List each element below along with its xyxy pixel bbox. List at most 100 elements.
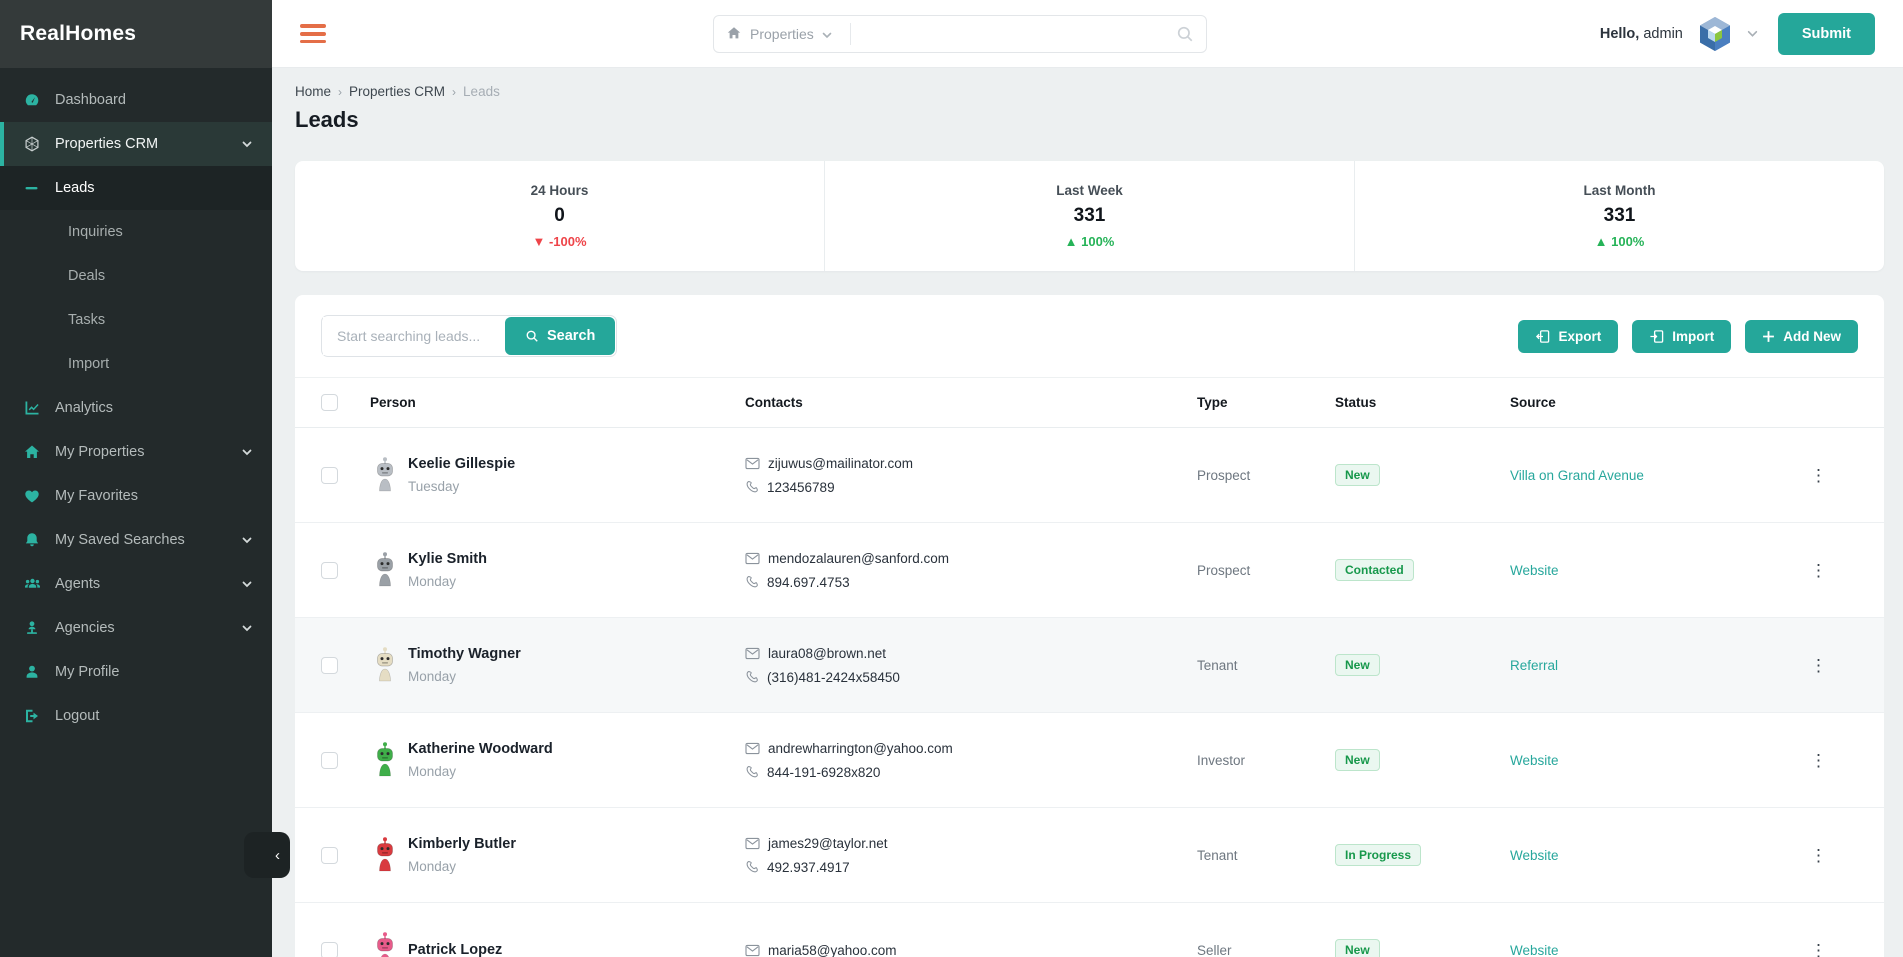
phone-value[interactable]: 844-191-6928x820	[767, 764, 881, 780]
global-search-input[interactable]	[850, 26, 1176, 42]
sidebar-item-agencies[interactable]: Agencies	[0, 606, 272, 650]
source-link[interactable]: Website	[1510, 942, 1559, 957]
status-cell: New	[1335, 654, 1510, 676]
person-cell: Timothy Wagner Monday	[408, 646, 745, 684]
row-actions-menu-icon[interactable]: ⋮	[1810, 940, 1827, 957]
row-checkbox[interactable]	[321, 656, 338, 674]
sidebar-item-my-properties[interactable]: My Properties	[0, 430, 272, 474]
stat-last-week: Last Week 331 ▲ 100%	[825, 161, 1355, 271]
search-scope-dropdown[interactable]: Properties	[726, 23, 851, 45]
status-cell: New	[1335, 464, 1510, 486]
search-scope-label: Properties	[750, 26, 814, 42]
sidebar-item-my-profile[interactable]: My Profile	[0, 650, 272, 694]
user-avatar[interactable]	[1695, 14, 1735, 54]
person-name[interactable]: Keelie Gillespie	[408, 456, 516, 472]
sidebar-item-label: Agencies	[55, 620, 115, 636]
sidebar-item-agents[interactable]: Agents	[0, 562, 272, 606]
breadcrumb-home[interactable]: Home	[295, 84, 332, 99]
sidebar-item-logout[interactable]: Logout	[0, 694, 272, 738]
phone-value[interactable]: (316)481-2424x58450	[767, 669, 900, 685]
brand-logo[interactable]: RealHomes	[0, 0, 272, 68]
person-day: Tuesday	[408, 479, 460, 494]
row-actions-menu-icon[interactable]: ⋮	[1810, 845, 1827, 865]
leads-search-button[interactable]: Search	[505, 317, 616, 355]
greeting-username: admin	[1643, 25, 1683, 42]
add-new-button[interactable]: Add New	[1745, 319, 1858, 353]
sidebar-item-my-saved-searches[interactable]: My Saved Searches	[0, 518, 272, 562]
row-actions-menu-icon[interactable]: ⋮	[1810, 465, 1827, 485]
person-cell: Keelie Gillespie Tuesday	[408, 456, 745, 494]
source-link[interactable]: Website	[1510, 847, 1559, 863]
phone-value[interactable]: 894.697.4753	[767, 574, 850, 590]
email-value[interactable]: maria58@yahoo.com	[768, 942, 897, 957]
account-chevron-down-icon[interactable]	[1747, 30, 1758, 38]
source-link[interactable]: Villa on Grand Avenue	[1510, 467, 1644, 483]
sidebar-item-label: Dashboard	[55, 92, 126, 108]
email-value[interactable]: zijuwus@mailinator.com	[768, 455, 913, 471]
plus-icon	[1763, 330, 1775, 342]
row-actions-menu-icon[interactable]: ⋮	[1810, 750, 1827, 770]
sidebar-item-label: My Favorites	[55, 488, 138, 504]
avatar	[370, 931, 408, 957]
person-name[interactable]: Katherine Woodward	[408, 741, 553, 757]
sidebar-item-my-favorites[interactable]: My Favorites	[0, 474, 272, 518]
sidebar-item-label: Inquiries	[68, 224, 123, 240]
row-actions-menu-icon[interactable]: ⋮	[1810, 560, 1827, 580]
email-value[interactable]: james29@taylor.net	[768, 835, 888, 851]
submit-button[interactable]: Submit	[1777, 12, 1875, 55]
phone-value[interactable]: 123456789	[767, 479, 835, 495]
crm-icon	[22, 135, 42, 153]
table-row: Patrick Lopez maria58@yahoo.com Seller New W…	[295, 903, 1884, 957]
row-actions-menu-icon[interactable]: ⋮	[1810, 655, 1827, 675]
sidebar-item-dashboard[interactable]: Dashboard	[0, 78, 272, 122]
phone-value[interactable]: 492.937.4917	[767, 859, 850, 875]
sidebar-item-label: Leads	[55, 180, 95, 196]
sidebar-item-label: Analytics	[55, 400, 114, 416]
sidebar-item-leads[interactable]: Leads	[0, 166, 272, 210]
row-checkbox[interactable]	[321, 751, 338, 769]
status-badge: New	[1335, 939, 1380, 957]
status-badge: New	[1335, 749, 1380, 771]
hamburger-menu-icon[interactable]	[300, 24, 328, 43]
source-link[interactable]: Website	[1510, 752, 1559, 768]
person-name[interactable]: Timothy Wagner	[408, 646, 521, 662]
person-name[interactable]: Patrick Lopez	[408, 942, 503, 957]
email-value[interactable]: andrewharrington@yahoo.com	[768, 740, 953, 756]
export-icon	[1536, 329, 1550, 343]
stat-label: Last Week	[1056, 183, 1123, 198]
phone-icon	[745, 575, 759, 589]
column-contacts: Contacts	[745, 395, 803, 410]
row-checkbox[interactable]	[321, 941, 338, 957]
contacts-cell: laura08@brown.net (316)481-2424x58450	[745, 646, 1197, 685]
sidebar-item-analytics[interactable]: Analytics	[0, 386, 272, 430]
breadcrumb-properties-crm[interactable]: Properties CRM	[349, 84, 446, 99]
greeting-bold: Hello,	[1599, 25, 1640, 42]
row-checkbox[interactable]	[321, 561, 338, 579]
person-name[interactable]: Kylie Smith	[408, 551, 487, 567]
source-link[interactable]: Website	[1510, 562, 1559, 578]
person-name[interactable]: Kimberly Butler	[408, 836, 516, 852]
sidebar-item-inquiries[interactable]: Inquiries	[0, 210, 272, 254]
search-icon[interactable]	[1176, 25, 1194, 43]
select-all-checkbox[interactable]	[321, 394, 338, 411]
sidebar-collapse-button[interactable]: ‹	[244, 832, 290, 878]
import-button[interactable]: Import	[1632, 319, 1732, 353]
sidebar-item-properties-crm[interactable]: Properties CRM	[0, 122, 272, 166]
row-checkbox[interactable]	[321, 846, 338, 864]
sidebar-item-import[interactable]: Import	[0, 342, 272, 386]
leads-search-input[interactable]	[323, 317, 505, 355]
source-link[interactable]: Referral	[1510, 657, 1559, 673]
export-button[interactable]: Export	[1518, 319, 1619, 353]
home-icon	[22, 443, 42, 461]
search-icon	[526, 330, 538, 342]
sidebar-item-tasks[interactable]: Tasks	[0, 298, 272, 342]
type-cell: Investor	[1197, 752, 1246, 768]
status-cell: New	[1335, 939, 1510, 957]
stat-delta: ▲ 100%	[1064, 234, 1115, 249]
email-value[interactable]: mendozalauren@sanford.com	[768, 550, 950, 566]
row-checkbox[interactable]	[321, 466, 338, 484]
sidebar-item-label: Agents	[55, 576, 101, 592]
email-value[interactable]: laura08@brown.net	[768, 645, 887, 661]
sidebar-item-deals[interactable]: Deals	[0, 254, 272, 298]
